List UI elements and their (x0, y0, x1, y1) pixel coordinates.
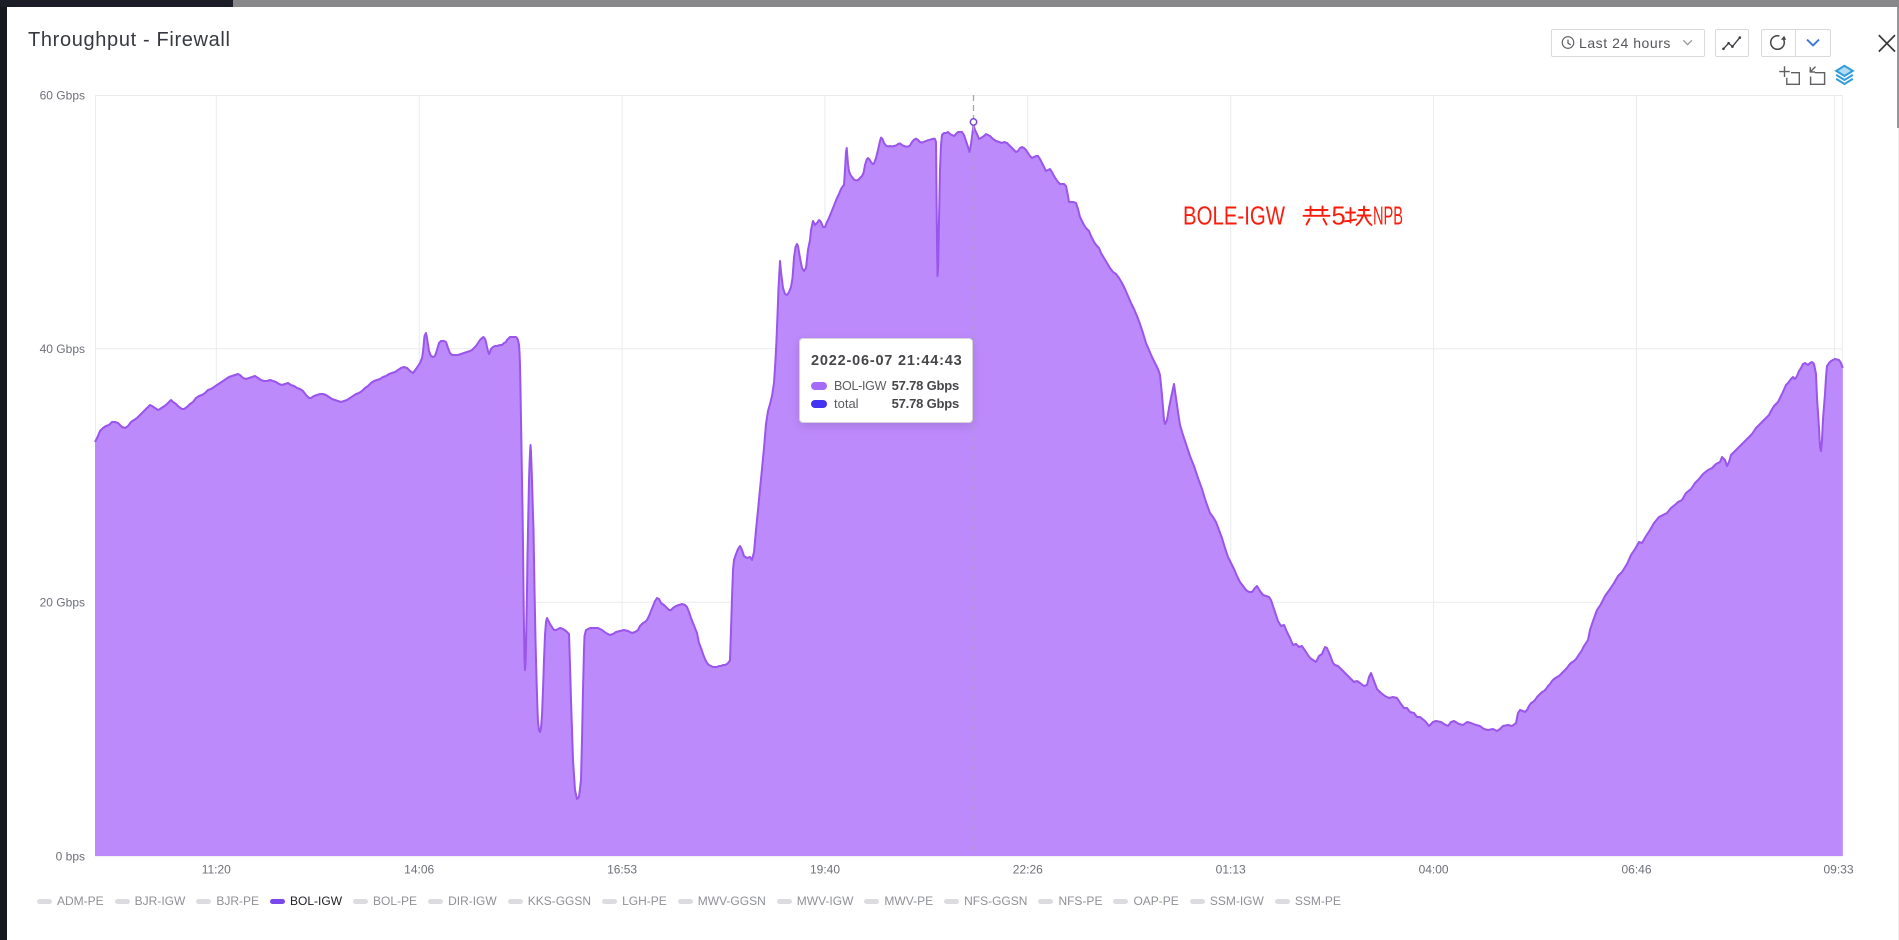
svg-text:60 Gbps: 60 Gbps (40, 88, 85, 102)
svg-text:40 Gbps: 40 Gbps (40, 342, 85, 356)
svg-text:5: 5 (1332, 203, 1346, 231)
svg-text:14:06: 14:06 (404, 863, 434, 877)
svg-text:09:33: 09:33 (1823, 863, 1853, 877)
svg-text:20 Gbps: 20 Gbps (40, 596, 85, 610)
svg-text:04:00: 04:00 (1419, 863, 1449, 877)
svg-text:NPB: NPB (1373, 203, 1403, 231)
svg-text:01:13: 01:13 (1216, 863, 1246, 877)
svg-text:22:26: 22:26 (1013, 863, 1043, 877)
svg-text:BOLE-IGW: BOLE-IGW (1183, 203, 1285, 231)
svg-text:06:46: 06:46 (1621, 863, 1651, 877)
svg-text:16:53: 16:53 (607, 863, 637, 877)
svg-text:0 bps: 0 bps (56, 849, 85, 863)
svg-text:11:20: 11:20 (202, 863, 231, 877)
svg-text:19:40: 19:40 (810, 863, 840, 877)
